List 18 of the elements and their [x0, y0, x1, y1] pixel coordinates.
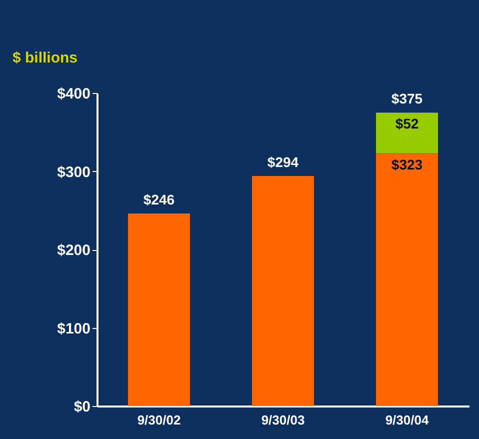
y-tick-label: $0	[74, 398, 90, 416]
bar	[128, 214, 190, 406]
y-tick-label: $100	[57, 320, 90, 338]
bar	[376, 153, 438, 406]
data-label: $323	[391, 156, 423, 172]
y-axis-title: $ billions	[12, 50, 78, 66]
total-label: $294	[267, 154, 299, 170]
y-tick-label: $300	[57, 164, 90, 181]
total-label: $246	[143, 192, 175, 208]
x-tick-label: 9/30/04	[385, 412, 430, 428]
bar	[252, 176, 314, 406]
total-label: $375	[391, 90, 423, 107]
x-tick-label: 9/30/02	[137, 412, 181, 428]
bar	[376, 112, 438, 154]
data-label: $52	[395, 116, 419, 132]
y-tick-label: $400	[57, 86, 90, 102]
y-tick-label: $200	[57, 242, 90, 259]
x-tick-label: 9/30/03	[261, 412, 305, 428]
